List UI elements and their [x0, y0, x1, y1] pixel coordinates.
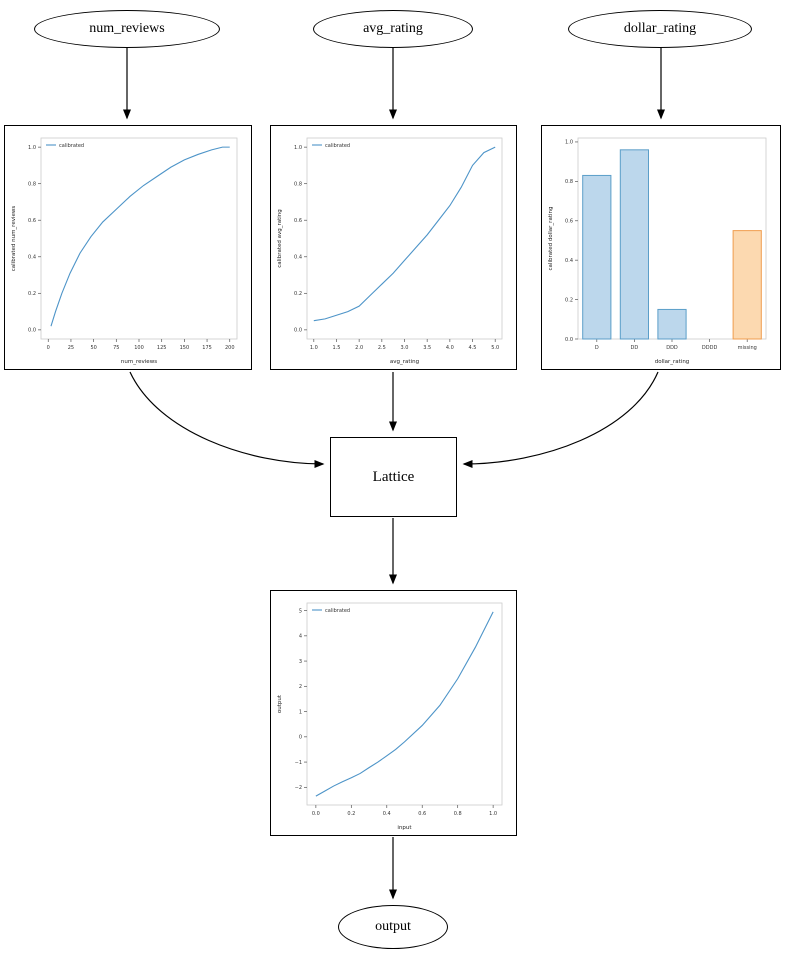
svg-text:DDD: DDD [666, 345, 678, 351]
legend-label: calibrated [325, 143, 350, 149]
svg-text:100: 100 [134, 345, 144, 351]
svg-text:0.0: 0.0 [294, 328, 302, 334]
svg-text:3.0: 3.0 [401, 345, 409, 351]
svg-text:2.0: 2.0 [355, 345, 363, 351]
node-output-label: output [375, 919, 411, 934]
svg-text:0.2: 0.2 [565, 297, 573, 303]
plot-calibrated-num-reviews: 0.0 0.2 0.4 0.6 0.8 1.0 0 25 50 75 100 125 150 175 200… [4, 125, 252, 370]
node-avg-rating: avg_rating [313, 10, 473, 48]
svg-text:0.4: 0.4 [565, 258, 573, 264]
svg-text:3: 3 [299, 659, 302, 665]
svg-text:4.0: 4.0 [446, 345, 454, 351]
svg-text:125: 125 [157, 345, 167, 351]
legend-label: calibrated [59, 143, 84, 149]
svg-text:1.0: 1.0 [565, 140, 573, 146]
svg-text:0.8: 0.8 [294, 181, 302, 187]
svg-text:missing: missing [738, 345, 757, 351]
svg-text:0: 0 [299, 735, 302, 741]
svg-text:50: 50 [90, 345, 96, 351]
x-axis-label: input [397, 825, 412, 831]
svg-text:150: 150 [180, 345, 190, 351]
y-axis-label: calibrated num_reviews [11, 206, 17, 272]
bar-DDD [657, 308, 687, 340]
svg-text:0.6: 0.6 [294, 218, 302, 224]
svg-text:0.2: 0.2 [347, 811, 355, 817]
svg-text:75: 75 [113, 345, 119, 351]
svg-text:0.6: 0.6 [418, 811, 426, 817]
plot-frame [306, 137, 503, 340]
svg-text:200: 200 [225, 345, 235, 351]
svg-text:0.8: 0.8 [565, 179, 573, 185]
edge-plot1-to-lattice [129, 371, 325, 468]
svg-text:−1: −1 [295, 760, 302, 766]
edge-plot3-to-lattice [462, 371, 659, 468]
node-num-reviews: num_reviews [34, 10, 220, 48]
node-dollar-rating: dollar_rating [568, 10, 752, 48]
node-dollar-rating-label: dollar_rating [623, 21, 697, 36]
svg-text:0.0: 0.0 [565, 337, 573, 343]
bar-missing [732, 230, 762, 340]
svg-text:25: 25 [68, 345, 74, 351]
svg-text:0: 0 [47, 345, 50, 351]
svg-text:1.0: 1.0 [28, 145, 36, 151]
svg-text:DDDD: DDDD [702, 345, 718, 351]
svg-text:0.6: 0.6 [565, 219, 573, 225]
svg-text:1.0: 1.0 [310, 345, 318, 351]
svg-text:2: 2 [299, 684, 302, 690]
svg-text:0.0: 0.0 [312, 811, 320, 817]
bar-DD [619, 149, 650, 340]
svg-text:−2: −2 [295, 785, 302, 791]
svg-text:0.4: 0.4 [294, 255, 302, 261]
svg-text:1.0: 1.0 [294, 145, 302, 151]
node-avg-rating-label: avg_rating [363, 21, 423, 36]
bar-D [582, 174, 612, 340]
plot-frame [40, 137, 238, 340]
plot-output-calibration: −2 −1 0 1 2 3 4 5 0.0 0.2 0.4 0.6 0.8 1.0 input output c… [270, 590, 517, 836]
calibration-line [313, 146, 496, 322]
svg-text:0.4: 0.4 [383, 811, 391, 817]
chart-svg-avg_rating: 0.0 0.2 0.4 0.6 0.8 1.0 1.0 1.5 2.0 2.5 3.0 3.5 4.0 4… [277, 137, 503, 365]
node-lattice-label: Lattice [372, 468, 415, 485]
svg-text:5.0: 5.0 [491, 345, 499, 351]
svg-text:4: 4 [299, 634, 302, 640]
chart-svg-output: −2 −1 0 1 2 3 4 5 0.0 0.2 0.4 0.6 0.8 1.0 input output c… [277, 602, 503, 831]
chart-svg-num_reviews: 0.0 0.2 0.4 0.6 0.8 1.0 0 25 50 75 100 125 150 175 200… [11, 137, 238, 365]
svg-text:1.5: 1.5 [333, 345, 341, 351]
node-lattice: Lattice [330, 437, 457, 517]
svg-text:3.5: 3.5 [423, 345, 431, 351]
svg-text:5: 5 [299, 608, 302, 614]
node-output: output [338, 905, 448, 949]
y-axis-label: output [277, 694, 283, 713]
svg-text:DD: DD [631, 345, 639, 351]
y-axis-label: calibrated dollar_rating [548, 207, 554, 271]
y-axis-label: calibrated avg_rating [277, 209, 283, 268]
svg-text:0.4: 0.4 [28, 255, 36, 261]
svg-text:4.5: 4.5 [469, 345, 477, 351]
legend-label: calibrated [325, 608, 350, 614]
svg-text:175: 175 [202, 345, 212, 351]
x-axis-label: num_reviews [121, 359, 157, 365]
node-num-reviews-label: num_reviews [89, 21, 165, 36]
svg-text:0.2: 0.2 [294, 291, 302, 297]
x-axis-label: avg_rating [390, 359, 419, 365]
plot-calibrated-avg-rating: 0.0 0.2 0.4 0.6 0.8 1.0 1.0 1.5 2.0 2.5 3.0 3.5 4.0 4… [270, 125, 517, 370]
svg-text:0.8: 0.8 [454, 811, 462, 817]
plot-frame [306, 602, 503, 806]
svg-text:0.6: 0.6 [28, 218, 36, 224]
calibration-line [50, 146, 230, 327]
plot-calibrated-dollar-rating: 0.0 0.2 0.4 0.6 0.8 1.0 D DD DDD DDDD missing dolla… [541, 125, 781, 370]
svg-text:2.5: 2.5 [378, 345, 386, 351]
chart-svg-dollar_rating: 0.00.20.40.60.81.0D DD DDD DDDD missingdolla… [548, 137, 767, 365]
svg-text:D: D [595, 345, 599, 351]
calibration-line [315, 611, 494, 797]
svg-text:0.8: 0.8 [28, 181, 36, 187]
x-axis-label: dollar_rating [655, 359, 690, 365]
svg-text:0.0: 0.0 [28, 328, 36, 334]
svg-text:0.2: 0.2 [28, 291, 36, 297]
svg-text:1: 1 [299, 709, 302, 715]
svg-text:1.0: 1.0 [489, 811, 497, 817]
